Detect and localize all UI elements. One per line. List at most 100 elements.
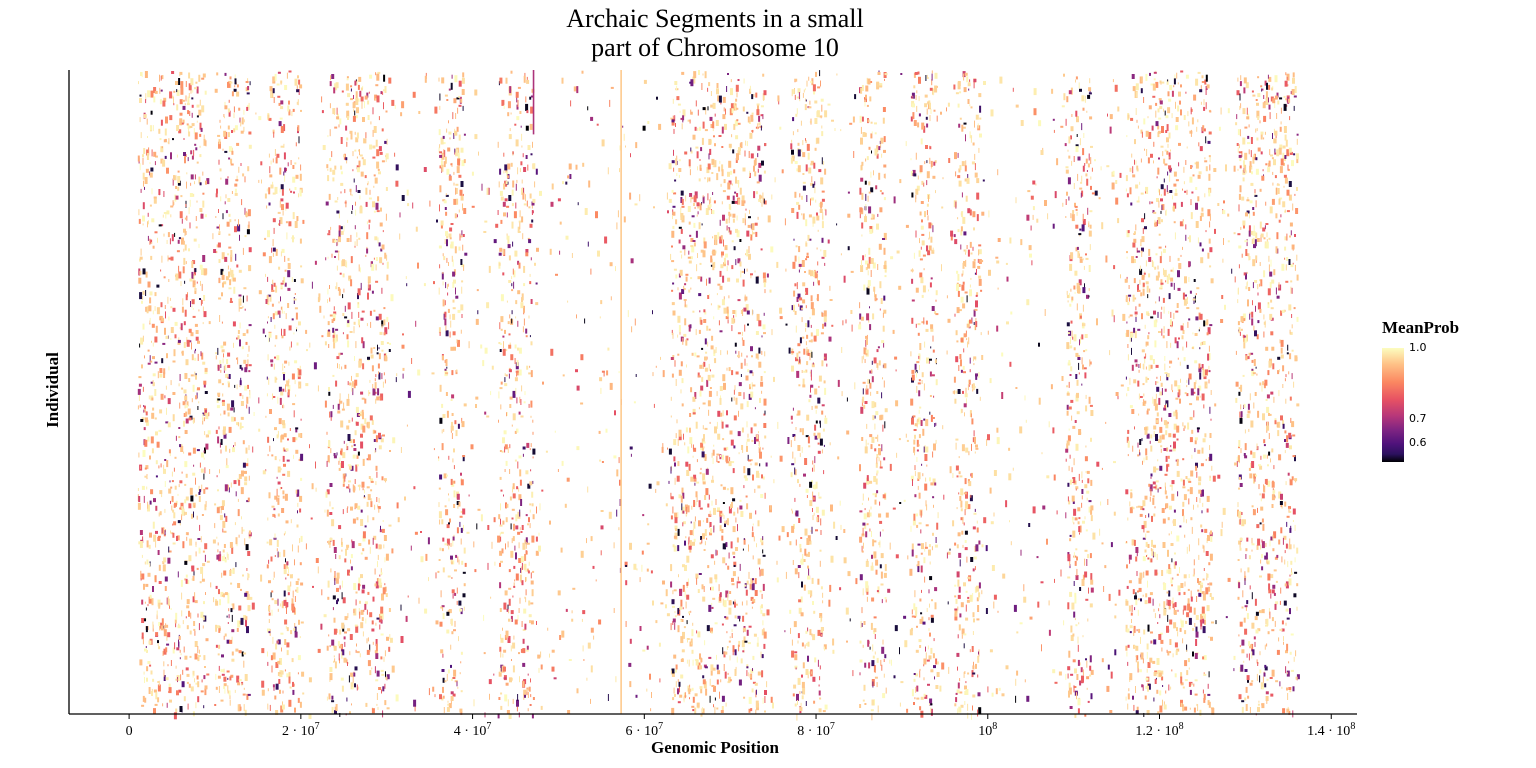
heatmap-cell: [239, 364, 242, 369]
heatmap-cell: [337, 250, 340, 253]
heatmap-cell: [461, 160, 465, 167]
heatmap-cell: [175, 186, 178, 189]
heatmap-cell: [797, 149, 801, 157]
heatmap-cell: [159, 373, 163, 378]
heatmap-cell: [223, 676, 227, 682]
heatmap-cell: [269, 445, 271, 452]
heatmap-cell: [278, 679, 281, 684]
heatmap-cell: [752, 681, 756, 684]
heatmap-cell: [695, 659, 699, 666]
heatmap-cell: [145, 607, 147, 611]
heatmap-cell: [797, 293, 801, 299]
heatmap-cell: [195, 336, 199, 341]
heatmap-cell: [227, 364, 231, 368]
heatmap-cell: [234, 442, 236, 447]
heatmap-cell: [230, 268, 232, 276]
heatmap-cell: [185, 667, 189, 671]
heatmap-cell: [794, 283, 797, 287]
heatmap-cell: [201, 77, 205, 80]
heatmap-cell: [182, 240, 185, 245]
heatmap-cell: [681, 487, 684, 494]
heatmap-cell: [716, 654, 717, 660]
heatmap-cell: [824, 356, 826, 359]
heatmap-cell: [706, 167, 710, 174]
heatmap-cell: [812, 222, 814, 227]
heatmap-cell: [296, 329, 297, 332]
heatmap-cell: [189, 199, 191, 207]
heatmap-cell: [238, 479, 241, 486]
heatmap-cell: [750, 459, 753, 462]
heatmap-cell: [762, 536, 764, 541]
heatmap-cell: [334, 240, 338, 243]
heatmap-cell: [690, 521, 692, 524]
heatmap-cell: [377, 168, 380, 171]
heatmap-cell: [267, 316, 269, 319]
heatmap-cell: [700, 276, 703, 282]
heatmap-cell: [204, 543, 208, 550]
heatmap-cell: [181, 592, 183, 600]
heatmap-cell: [671, 189, 674, 193]
heatmap-cell: [698, 178, 701, 182]
heatmap-cell: [717, 507, 720, 511]
heatmap-cell: [202, 171, 204, 176]
heatmap-cell: [806, 349, 810, 356]
heatmap-cell: [731, 397, 733, 402]
heatmap-cell: [200, 690, 204, 693]
heatmap-cell: [194, 285, 196, 291]
heatmap-cell: [231, 191, 233, 194]
heatmap-cell: [233, 88, 237, 92]
heatmap-cell: [334, 658, 336, 663]
heatmap-cell: [517, 320, 519, 327]
heatmap-cell: [446, 99, 449, 101]
heatmap-cell: [286, 627, 289, 632]
heatmap-cell: [801, 446, 803, 453]
heatmap-cell: [280, 296, 281, 302]
heatmap-cell: [300, 265, 303, 268]
heatmap-cell: [283, 599, 287, 606]
heatmap-cell: [522, 326, 524, 333]
heatmap-cell: [692, 412, 696, 415]
heatmap-cell: [357, 583, 360, 591]
heatmap-cell: [285, 221, 288, 224]
heatmap-cell: [708, 604, 712, 612]
heatmap-cell: [714, 358, 717, 364]
heatmap-cell: [734, 601, 736, 608]
heatmap-cell: [283, 433, 287, 438]
heatmap-cell: [525, 335, 528, 338]
heatmap-cell: [362, 425, 366, 433]
heatmap-cell: [816, 294, 819, 302]
heatmap-cell: [709, 421, 711, 424]
heatmap-cell: [526, 442, 530, 448]
heatmap-cell: [761, 629, 765, 636]
heatmap-cell: [383, 307, 386, 310]
heatmap-cell: [691, 629, 694, 637]
heatmap-cell: [291, 603, 295, 611]
heatmap-cell: [336, 452, 338, 456]
heatmap-cell: [461, 280, 464, 283]
heatmap-cell: [804, 548, 807, 556]
heatmap-cell: [149, 171, 151, 176]
heatmap-cell: [455, 287, 456, 295]
heatmap-cell: [763, 332, 766, 335]
heatmap-cell: [514, 377, 518, 382]
heatmap-cell: [712, 102, 716, 109]
heatmap-cell: [704, 356, 707, 361]
heatmap-cell: [197, 657, 200, 662]
heatmap-cell: [753, 536, 755, 542]
heatmap-cell: [299, 636, 301, 639]
heatmap-cell: [178, 635, 181, 640]
heatmap-cell: [859, 510, 863, 513]
heatmap-cell: [222, 393, 224, 397]
heatmap-cell: [384, 583, 386, 586]
heatmap-cell: [243, 660, 245, 668]
heatmap-cell: [170, 608, 172, 610]
heatmap-cell: [813, 700, 816, 704]
heatmap-cell: [671, 332, 673, 336]
heatmap-cell: [513, 635, 515, 640]
heatmap-cell: [233, 342, 234, 348]
heatmap-cell: [460, 527, 463, 533]
heatmap-cell: [797, 165, 801, 173]
heatmap-cell: [762, 476, 765, 480]
heatmap-cell: [512, 268, 514, 275]
heatmap-cell: [374, 378, 376, 382]
